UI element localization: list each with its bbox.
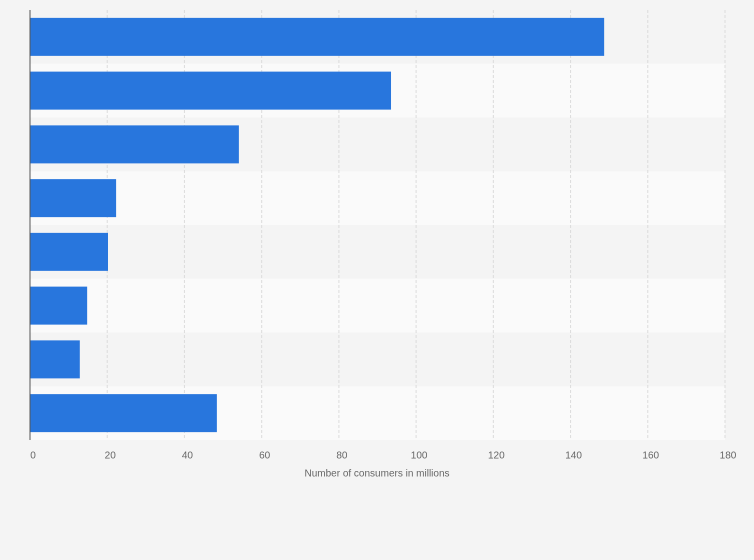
x-tick-label: 180 [720,451,737,462]
row-band [30,171,725,225]
x-tick-label: 140 [565,451,582,462]
bar [30,286,88,325]
x-tick-label: 0 [30,451,36,462]
bar [30,394,217,433]
row-band [30,225,725,279]
x-tick-label: 20 [105,451,117,462]
x-tick-label: 80 [336,451,348,462]
bar [30,125,239,164]
x-tick-label: 60 [259,451,271,462]
x-tick-label: 40 [182,451,194,462]
row-band [30,332,725,387]
bar [30,71,392,110]
x-tick-label: 120 [488,451,505,462]
bar [30,232,108,271]
bar [30,179,117,218]
row-band [30,278,725,333]
bar [30,340,80,379]
x-tick-label: 160 [642,451,659,462]
bar [30,17,605,56]
x-tick-label: 100 [411,451,428,462]
x-axis-label: Number of consumers in millions [304,469,449,480]
